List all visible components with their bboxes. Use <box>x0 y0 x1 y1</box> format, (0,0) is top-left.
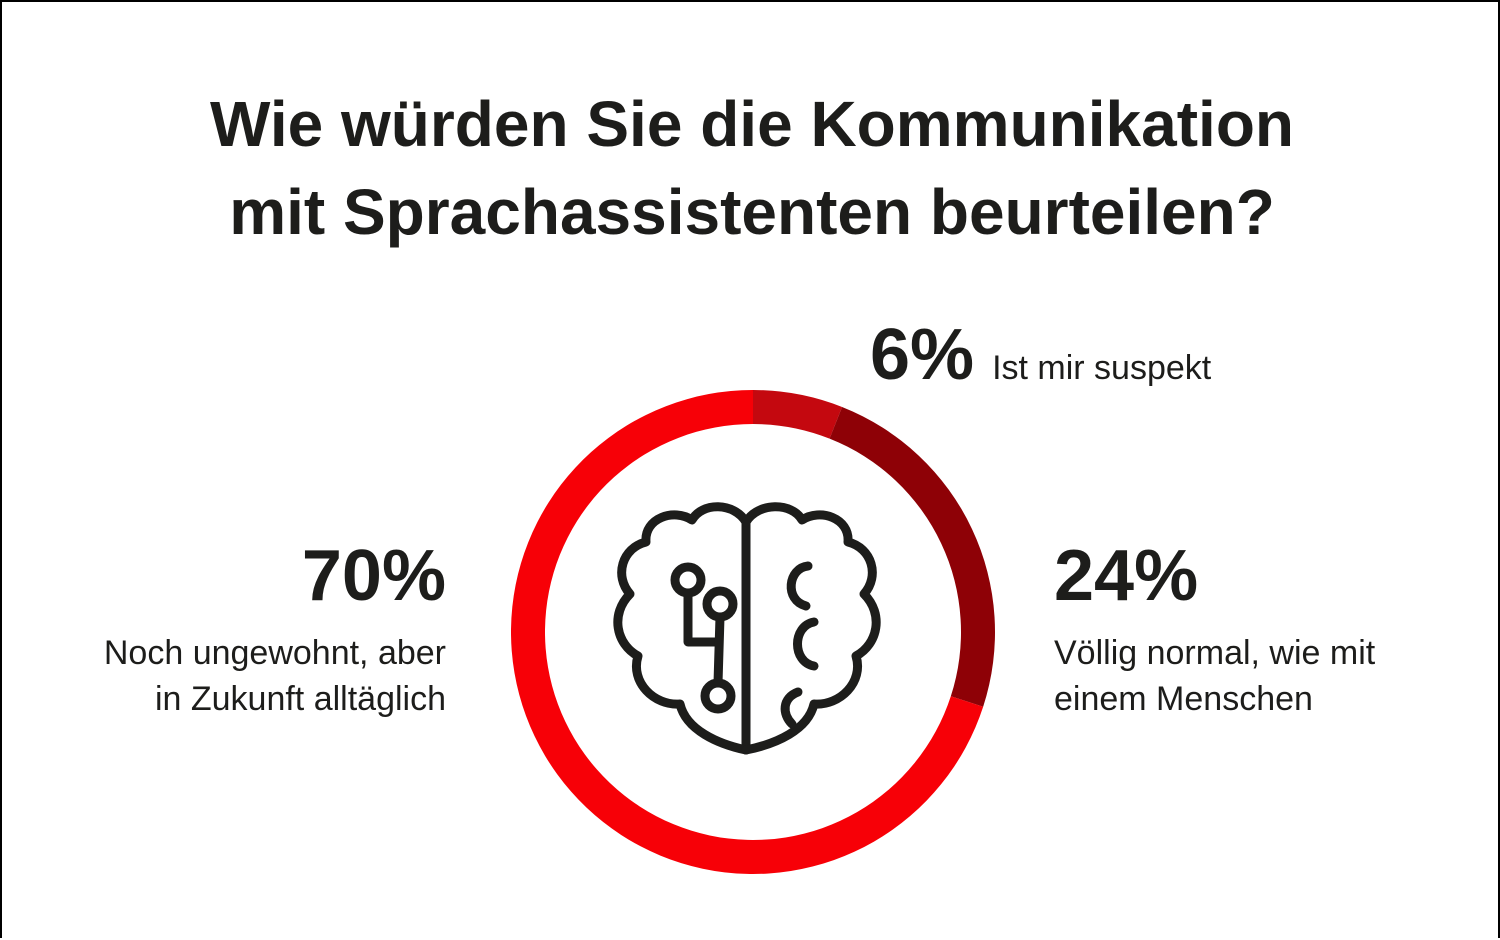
label-24-text-line-2: einem Menschen <box>1054 680 1313 718</box>
label-70-text-line-2: in Zukunft alltäglich <box>154 680 446 718</box>
label-24-text-line-1: Völlig normal, wie mit <box>1054 634 1376 672</box>
donut-segment-24-percent <box>829 406 995 707</box>
label-70-text-line-1: Noch ungewohnt, aber <box>103 634 446 672</box>
donut-segments <box>511 390 995 874</box>
chart-title-line-1: Wie würden Sie die Kommunikation <box>210 88 1294 160</box>
donut-segment-6-percent <box>753 390 843 439</box>
label-24-value: 24% <box>1054 536 1199 616</box>
label-70-value: 70% <box>301 536 446 616</box>
label-6-percent: 6% Ist mir suspekt <box>870 319 1211 391</box>
label-24-percent: 24% Völlig normal, wie mit einem Mensche… <box>1054 540 1375 722</box>
label-6-value: 6% <box>870 315 975 395</box>
label-6-text: Ist mir suspekt <box>992 349 1212 387</box>
chart-title: Wie würden Sie die Kommunikation mit Spr… <box>2 80 1500 256</box>
brain-circuit-icon <box>613 502 881 755</box>
label-70-percent: 70% Noch ungewohnt, aber in Zukunft allt… <box>104 540 446 722</box>
chart-title-line-2: mit Sprachassistenten beurteilen? <box>229 176 1275 248</box>
